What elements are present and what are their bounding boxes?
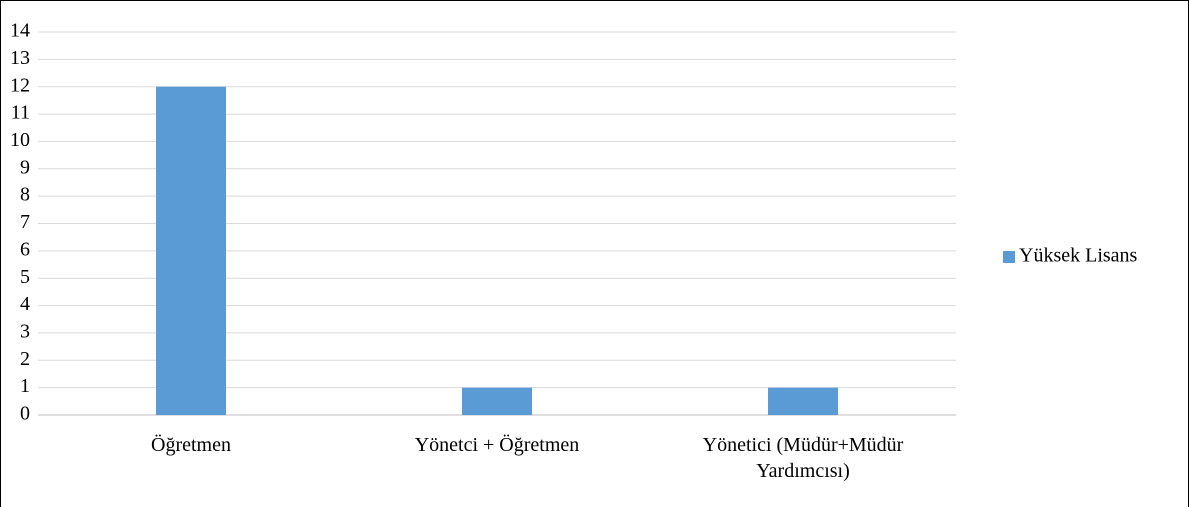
y-tick-label: 6 xyxy=(20,238,30,260)
x-tick-label: Yönetici (Müdür+Müdür Yardımcısı) xyxy=(702,434,904,482)
y-tick-label: 11 xyxy=(11,102,30,124)
y-tick-label: 8 xyxy=(20,184,30,206)
y-tick-label: 12 xyxy=(10,74,30,96)
bar xyxy=(156,86,226,415)
y-tick-label: 5 xyxy=(20,266,30,288)
y-tick-label: 2 xyxy=(20,348,30,370)
legend-swatch xyxy=(1003,251,1015,263)
x-tick-label: Öğretmen xyxy=(151,434,231,456)
y-tick-label: 0 xyxy=(20,403,30,425)
y-tick-label: 14 xyxy=(10,20,30,42)
bar xyxy=(462,387,532,415)
bar xyxy=(768,387,838,415)
y-tick-label: 10 xyxy=(10,129,30,151)
y-tick-label: 1 xyxy=(20,375,30,397)
y-tick-label: 9 xyxy=(20,156,30,178)
legend-label: Yüksek Lisans xyxy=(1019,245,1138,267)
y-tick-label: 4 xyxy=(20,293,30,315)
y-tick-label: 3 xyxy=(20,321,30,343)
x-tick-label: Yönetci + Öğretmen xyxy=(414,434,580,456)
y-tick-label: 13 xyxy=(10,47,30,69)
y-tick-label: 7 xyxy=(20,211,30,233)
